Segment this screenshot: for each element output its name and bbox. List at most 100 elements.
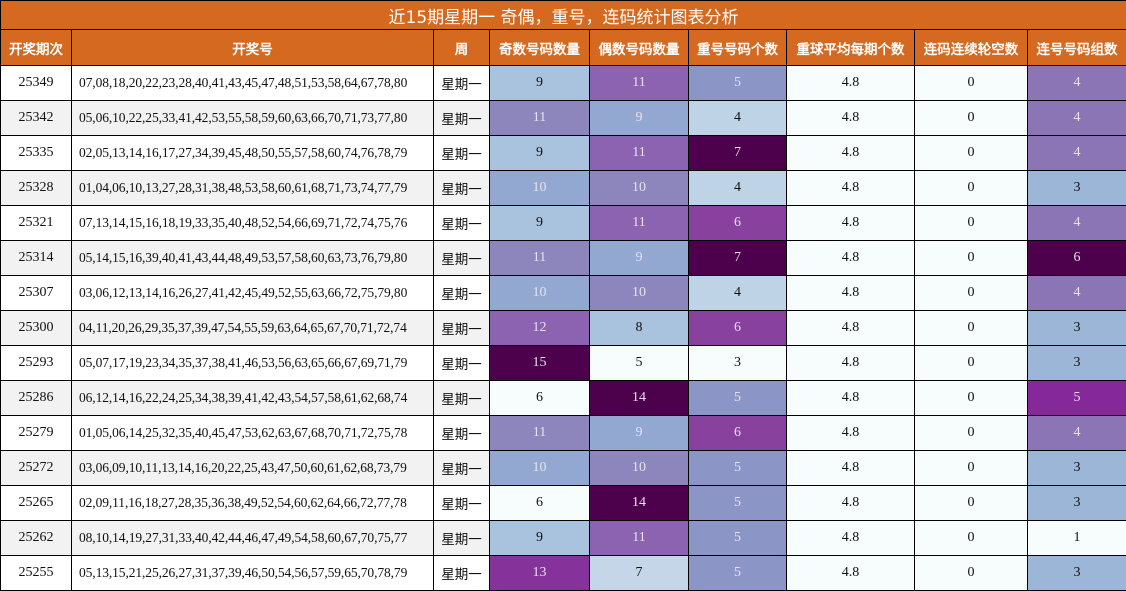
numbers-cell: 07,08,18,20,22,23,28,40,41,43,45,47,48,5…: [72, 66, 434, 101]
repeat-avg-cell: 4.8: [787, 66, 915, 101]
odd-count-cell: 11: [490, 241, 590, 276]
header-even-count: 偶数号码数量: [590, 30, 689, 66]
week-cell: 星期一: [434, 276, 490, 311]
week-cell: 星期一: [434, 136, 490, 171]
consec-gap-cell: 0: [915, 556, 1028, 591]
consec-groups-cell: 3: [1028, 486, 1126, 521]
week-cell: 星期一: [434, 486, 490, 521]
numbers-cell: 02,05,13,14,16,17,27,34,39,45,48,50,55,5…: [72, 136, 434, 171]
numbers-cell: 05,14,15,16,39,40,41,43,44,48,49,53,57,5…: [72, 241, 434, 276]
repeat-count-cell: 6: [689, 206, 787, 241]
odd-count-cell: 11: [490, 416, 590, 451]
even-count-cell: 9: [590, 241, 689, 276]
even-count-cell: 14: [590, 381, 689, 416]
consec-gap-cell: 0: [915, 346, 1028, 381]
consec-groups-cell: 4: [1028, 276, 1126, 311]
even-count-cell: 11: [590, 66, 689, 101]
week-cell: 星期一: [434, 521, 490, 556]
even-count-cell: 14: [590, 486, 689, 521]
odd-count-cell: 10: [490, 276, 590, 311]
consec-groups-cell: 6: [1028, 241, 1126, 276]
repeat-count-cell: 5: [689, 451, 787, 486]
repeat-avg-cell: 4.8: [787, 101, 915, 136]
repeat-count-cell: 7: [689, 136, 787, 171]
odd-count-cell: 6: [490, 381, 590, 416]
repeat-avg-cell: 4.8: [787, 416, 915, 451]
issue-cell: 25300: [1, 311, 72, 346]
repeat-avg-cell: 4.8: [787, 521, 915, 556]
repeat-count-cell: 5: [689, 66, 787, 101]
week-cell: 星期一: [434, 241, 490, 276]
issue-cell: 25279: [1, 416, 72, 451]
issue-cell: 25255: [1, 556, 72, 591]
consec-gap-cell: 0: [915, 66, 1028, 101]
header-issue: 开奖期次: [1, 30, 72, 66]
even-count-cell: 8: [590, 311, 689, 346]
numbers-cell: 07,13,14,15,16,18,19,33,35,40,48,52,54,6…: [72, 206, 434, 241]
consec-groups-cell: 3: [1028, 451, 1126, 486]
consec-groups-cell: 3: [1028, 346, 1126, 381]
header-odd-count: 奇数号码数量: [490, 30, 590, 66]
consec-groups-cell: 5: [1028, 381, 1126, 416]
issue-cell: 25307: [1, 276, 72, 311]
week-cell: 星期一: [434, 556, 490, 591]
odd-count-cell: 6: [490, 486, 590, 521]
issue-cell: 25328: [1, 171, 72, 206]
numbers-cell: 03,06,12,13,14,16,26,27,41,42,45,49,52,5…: [72, 276, 434, 311]
repeat-avg-cell: 4.8: [787, 486, 915, 521]
repeat-avg-cell: 4.8: [787, 381, 915, 416]
consec-groups-cell: 4: [1028, 101, 1126, 136]
odd-count-cell: 9: [490, 206, 590, 241]
repeat-avg-cell: 4.8: [787, 136, 915, 171]
odd-count-cell: 10: [490, 171, 590, 206]
odd-count-cell: 13: [490, 556, 590, 591]
odd-count-cell: 15: [490, 346, 590, 381]
week-cell: 星期一: [434, 206, 490, 241]
consec-gap-cell: 0: [915, 171, 1028, 206]
numbers-cell: 05,06,10,22,25,33,41,42,53,55,58,59,60,6…: [72, 101, 434, 136]
header-numbers: 开奖号: [72, 30, 434, 66]
issue-cell: 25265: [1, 486, 72, 521]
odd-count-cell: 9: [490, 136, 590, 171]
repeat-count-cell: 7: [689, 241, 787, 276]
issue-cell: 25286: [1, 381, 72, 416]
issue-cell: 25349: [1, 66, 72, 101]
numbers-cell: 06,12,14,16,22,24,25,34,38,39,41,42,43,5…: [72, 381, 434, 416]
header-week: 周: [434, 30, 490, 66]
repeat-avg-cell: 4.8: [787, 276, 915, 311]
week-cell: 星期一: [434, 66, 490, 101]
numbers-cell: 05,13,15,21,25,26,27,31,37,39,46,50,54,5…: [72, 556, 434, 591]
repeat-avg-cell: 4.8: [787, 451, 915, 486]
consec-groups-cell: 3: [1028, 311, 1126, 346]
week-cell: 星期一: [434, 416, 490, 451]
even-count-cell: 10: [590, 276, 689, 311]
numbers-cell: 08,10,14,19,27,31,33,40,42,44,46,47,49,5…: [72, 521, 434, 556]
even-count-cell: 5: [590, 346, 689, 381]
numbers-cell: 02,09,11,16,18,27,28,35,36,38,49,52,54,6…: [72, 486, 434, 521]
numbers-cell: 05,07,17,19,23,34,35,37,38,41,46,53,56,6…: [72, 346, 434, 381]
repeat-count-cell: 5: [689, 521, 787, 556]
issue-cell: 25314: [1, 241, 72, 276]
repeat-avg-cell: 4.8: [787, 206, 915, 241]
page-title: 近15期星期一 奇偶，重号，连码统计图表分析: [1, 1, 1126, 30]
consec-gap-cell: 0: [915, 521, 1028, 556]
even-count-cell: 9: [590, 416, 689, 451]
week-cell: 星期一: [434, 171, 490, 206]
consec-groups-cell: 3: [1028, 556, 1126, 591]
repeat-count-cell: 6: [689, 311, 787, 346]
odd-count-cell: 9: [490, 66, 590, 101]
repeat-avg-cell: 4.8: [787, 171, 915, 206]
issue-cell: 25272: [1, 451, 72, 486]
repeat-count-cell: 4: [689, 276, 787, 311]
header-repeat-count: 重号号码个数: [689, 30, 787, 66]
week-cell: 星期一: [434, 451, 490, 486]
